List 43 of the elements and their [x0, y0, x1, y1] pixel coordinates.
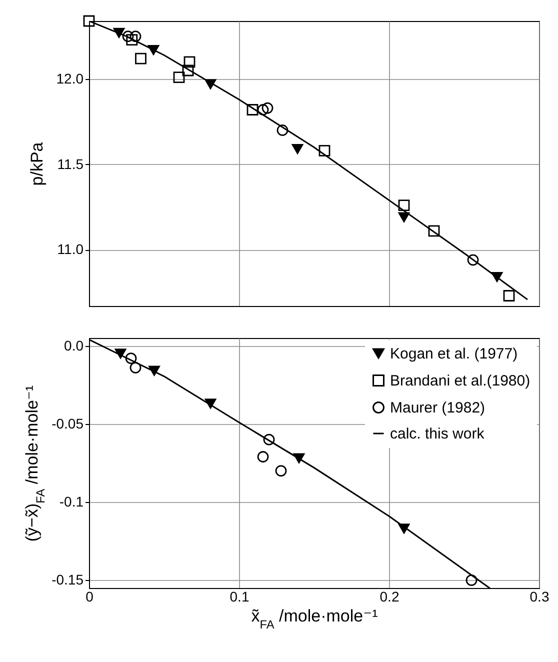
x-tick-label: 0.1: [230, 588, 250, 604]
point: [467, 254, 479, 266]
point: [130, 362, 142, 374]
point: [182, 64, 194, 76]
point: [398, 212, 410, 222]
point: [130, 30, 142, 42]
point: [257, 104, 269, 116]
x-tick-label: 0.3: [530, 588, 550, 604]
point: [263, 434, 275, 446]
point: [135, 52, 146, 64]
point: [114, 348, 126, 359]
y-tick-label: -0.15: [52, 572, 84, 588]
point: [257, 451, 269, 462]
y-tick-label: 0.0: [64, 337, 84, 354]
point: [398, 200, 410, 212]
point: [125, 352, 137, 364]
point: [173, 72, 185, 84]
point: [466, 574, 478, 586]
point: [184, 56, 196, 68]
x-tick-label: 0: [86, 588, 94, 604]
point: [318, 145, 330, 156]
y-tick-label: 11.5: [57, 156, 84, 172]
y-tick-label: 12.0: [56, 70, 84, 87]
point: [122, 30, 134, 42]
legend-label: Kogan et al. (1977): [390, 346, 518, 362]
legend-label: Brandani et al.(1980): [390, 372, 530, 390]
y-axis-title: p/kPa: [27, 142, 46, 186]
point: [126, 34, 138, 46]
point: [262, 102, 274, 114]
x-tick-label: 0.2: [380, 588, 400, 604]
y-tick-label: 11.0: [57, 241, 84, 258]
point: [276, 124, 288, 136]
y-tick-label: -0.05: [52, 415, 84, 432]
point: [503, 290, 515, 302]
legend-label: Maurer (1982): [390, 400, 486, 416]
point: [428, 225, 440, 237]
point: [246, 104, 258, 116]
point: [292, 144, 304, 154]
legend-label: calc. this work: [390, 426, 485, 442]
x-axis-title: x̃$_{FA}$ /mole·mole⁻¹: [251, 606, 378, 632]
y-tick-label: -0.1: [59, 494, 84, 510]
point: [275, 465, 287, 477]
point: [83, 15, 95, 27]
